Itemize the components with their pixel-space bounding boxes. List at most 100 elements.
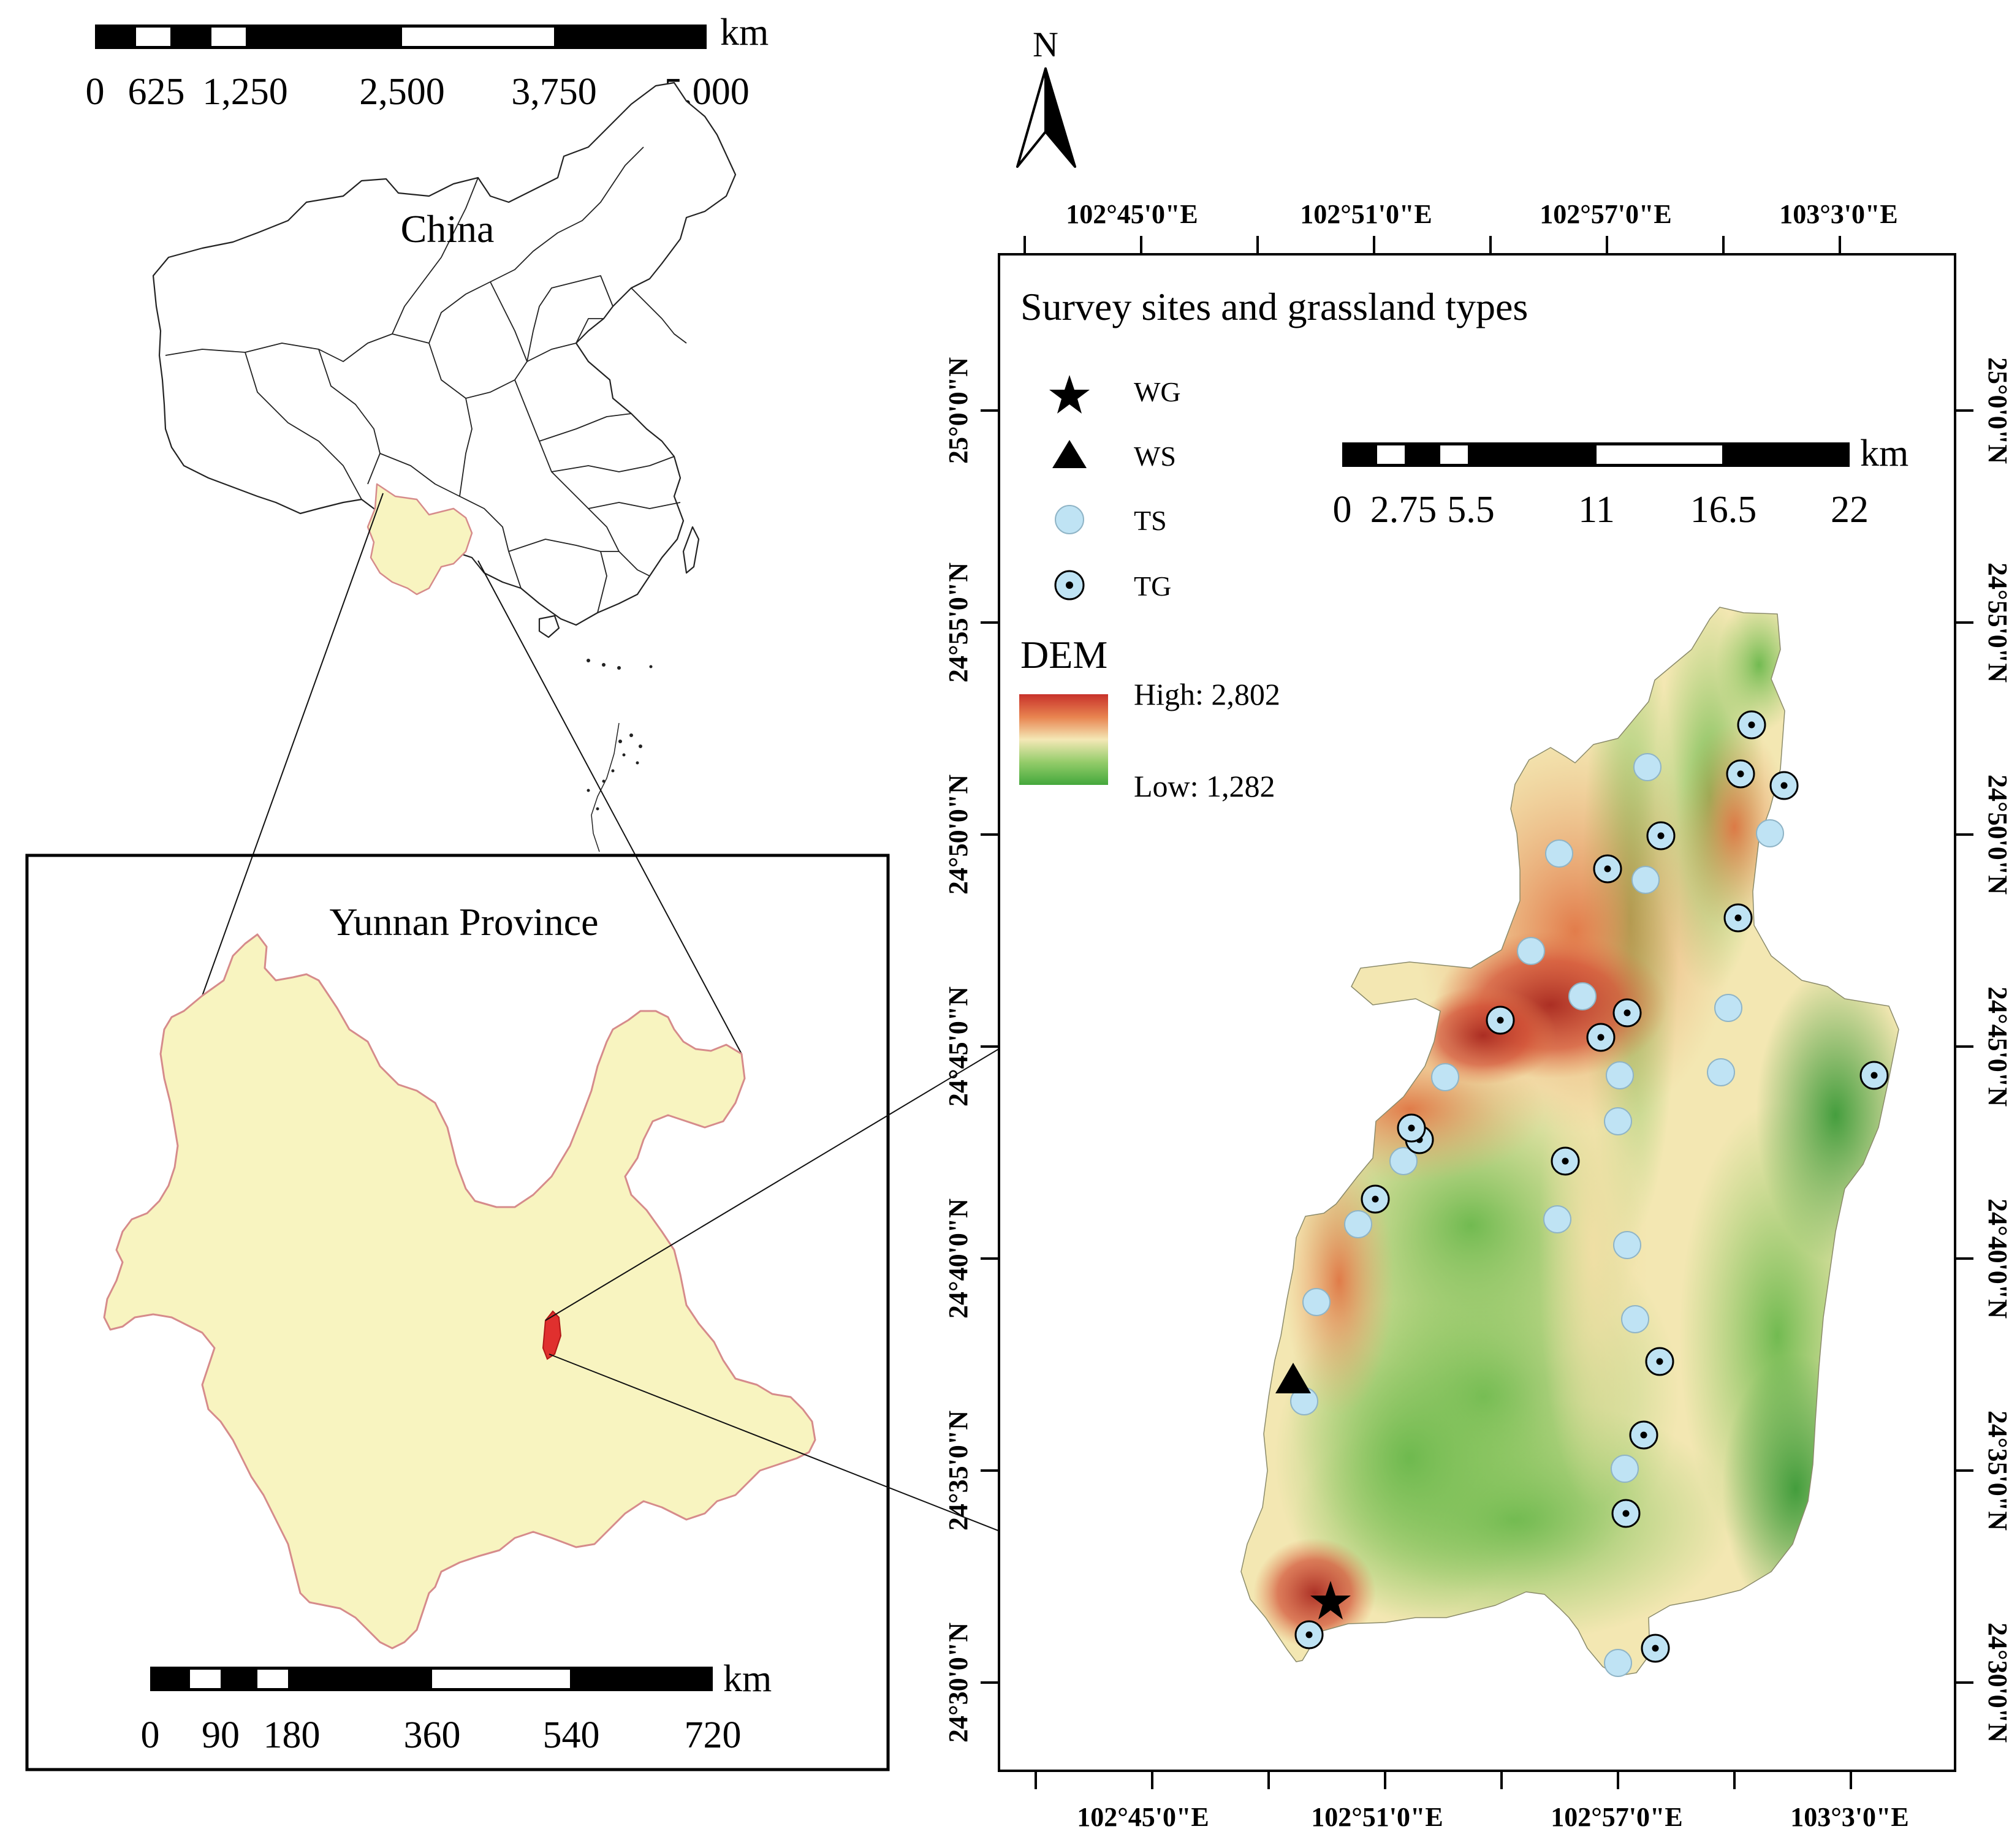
island-dot: [602, 663, 606, 667]
study-map-title: Survey sites and grassland types: [1020, 285, 1528, 328]
legend-ws-label: WS: [1134, 441, 1176, 472]
province-boundary-4: [428, 343, 577, 399]
china-scale-unit: km: [720, 12, 769, 53]
yunnan-scale-bar-white-segment-3: [432, 1670, 570, 1688]
right-lat-label-1: 25°0'0"N: [1983, 357, 2009, 464]
tg-site-marker: [1737, 710, 1766, 740]
tg-site-marker: [1397, 1113, 1426, 1143]
tg-site-marker: [1723, 903, 1753, 933]
province-boundary-10: [588, 502, 681, 509]
tg-site-marker: [1646, 821, 1676, 850]
ts-site-marker: [1621, 1305, 1649, 1333]
study-scale-tick-0: 0: [1333, 489, 1352, 531]
tg-site-marker: [1486, 1005, 1515, 1035]
right-lat-label-7: 24°30'0"N: [1983, 1623, 2009, 1743]
left-lat-label-2: 24°55'0"N: [943, 562, 973, 683]
left-lat-label-3: 24°50'0"N: [943, 774, 973, 895]
ts-site-marker: [1707, 1058, 1735, 1086]
ts-site-marker: [1714, 994, 1742, 1022]
yunnan-province-shape: [103, 933, 816, 1649]
right-lat-label-2: 24°55'0"N: [1983, 562, 2009, 683]
ts-site-marker: [1517, 937, 1545, 965]
china-scale-bar-white-segment-1: [136, 28, 170, 46]
ts-site-marker: [1543, 1205, 1571, 1233]
dem-legend-gradient: [1019, 694, 1108, 785]
yunnan-scale-tick-5: 720: [685, 1714, 742, 1756]
study-scale-bar-body: [1342, 442, 1850, 467]
hainan-outline: [538, 615, 560, 638]
dem-legend-low: Low: 1,282: [1134, 769, 1275, 803]
legend-wg-label: WG: [1134, 376, 1181, 407]
china-label: China: [401, 207, 495, 251]
left-lat-label-4: 24°45'0"N: [943, 986, 973, 1107]
china-scale-bar-body: [95, 25, 707, 49]
left-lat-label-6: 24°35'0"N: [943, 1411, 973, 1531]
island-dot: [639, 744, 642, 748]
province-boundary-18: [597, 551, 607, 613]
china-yunnan-highlight: [366, 483, 473, 596]
yunnan-scale-tick-0: 0: [141, 1714, 160, 1756]
ts-site-marker: [1631, 866, 1660, 894]
ts-site-marker: [1389, 1147, 1418, 1175]
left-lat-label-1: 25°0'0"N: [943, 357, 973, 464]
yunnan-inset-frame: [25, 854, 890, 1771]
tg-site-marker: [1629, 1420, 1658, 1450]
china-scale-tick-1: 625: [128, 71, 185, 113]
province-boundary-3: [245, 352, 362, 500]
dem-legend-title: DEM: [1020, 633, 1107, 676]
island-dot: [596, 807, 599, 811]
yunnan-scale-bar-body: [150, 1667, 713, 1691]
yunnan-scale-tick-2: 180: [264, 1714, 321, 1756]
ts-site-marker: [1604, 1107, 1632, 1135]
study-scale-tick-1: 2.75: [1370, 489, 1437, 531]
ts-site-marker: [1568, 982, 1597, 1010]
china-to-yunnan-leader-right: [477, 560, 742, 1055]
right-lat-label-5: 24°40'0"N: [1983, 1199, 2009, 1319]
legend-ts-circle-icon: [1055, 505, 1084, 534]
tg-sites: [1294, 710, 1889, 1663]
province-boundary-9: [551, 456, 675, 472]
ts-site-marker: [1613, 1231, 1641, 1259]
province-boundary-5: [379, 453, 522, 589]
tg-site-marker: [1361, 1184, 1390, 1214]
top-lon-label-3: 102°57'0"E: [1540, 199, 1672, 229]
china-outline-map: [152, 81, 737, 852]
province-boundary-15: [490, 281, 528, 362]
china-scale-tick-4: 3,750: [511, 71, 597, 113]
study-scale-tick-3: 11: [1578, 489, 1615, 531]
south-china-sea-islands: [587, 659, 653, 811]
island-dot: [629, 733, 633, 737]
top-lon-label-1: 102°45'0"E: [1066, 199, 1198, 229]
province-boundary-7: [514, 379, 620, 552]
tg-site-marker: [1593, 854, 1622, 884]
bottom-lon-label-3: 102°57'0"E: [1551, 1802, 1683, 1832]
nine-dash-line: [591, 722, 620, 852]
tg-site-marker: [1645, 1347, 1674, 1376]
site-legend: WG WS TS TG DEM High: 2,802 Low: 1,282: [1019, 375, 1280, 803]
left-lat-label-7: 24°30'0"N: [943, 1623, 973, 1743]
ts-site-marker: [1606, 1061, 1634, 1089]
province-boundary-6: [459, 398, 473, 497]
province-boundaries: [165, 146, 687, 613]
yunnan-scale-tick-3: 360: [404, 1714, 461, 1756]
ts-site-marker: [1604, 1649, 1632, 1677]
china-scale-tick-2: 1,250: [202, 71, 288, 113]
tg-site-marker: [1551, 1146, 1580, 1176]
tg-site-marker: [1294, 1620, 1324, 1649]
island-dot: [636, 761, 639, 765]
china-mainland-outline: [152, 81, 737, 626]
province-boundary-13: [526, 275, 613, 362]
tg-site-marker: [1641, 1634, 1670, 1663]
survey-sites: [1275, 710, 1889, 1677]
yunnan-scale-tick-1: 90: [202, 1714, 240, 1756]
dem-peak-west: [1410, 986, 1557, 1085]
yunnan-scale-bar: km 0 90 180 360 540 720: [141, 1658, 772, 1756]
china-scale-bar-white-segment-2: [211, 28, 246, 46]
taiwan-outline: [682, 526, 700, 574]
tg-site-marker: [1611, 1499, 1641, 1528]
yunnan-label: Yunnan Province: [329, 900, 598, 944]
tg-site-marker: [1726, 759, 1755, 789]
ts-site-marker: [1611, 1455, 1639, 1483]
right-lat-label-3: 24°50'0"N: [1983, 774, 2009, 895]
longitude-labels: 102°45'0"E 102°51'0"E 102°57'0"E 103°3'0…: [1066, 199, 1909, 1832]
